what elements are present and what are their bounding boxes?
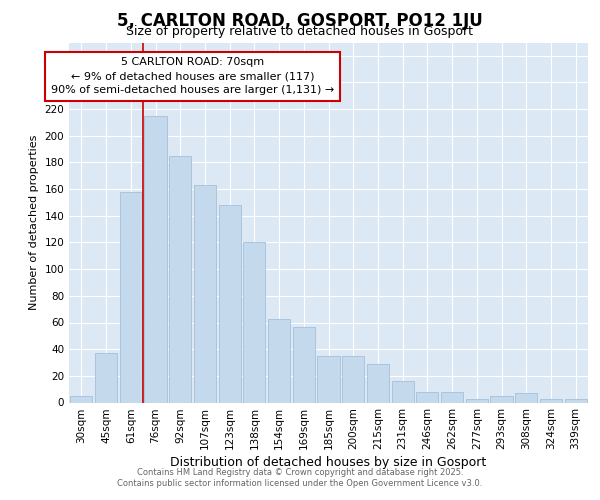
Bar [515, 393, 538, 402]
Bar [95, 353, 117, 403]
Y-axis label: Number of detached properties: Number of detached properties [29, 135, 39, 310]
Bar [416, 392, 439, 402]
Bar [145, 116, 167, 403]
Text: Size of property relative to detached houses in Gosport: Size of property relative to detached ho… [127, 25, 473, 38]
Bar [169, 156, 191, 402]
Text: 5 CARLTON ROAD: 70sqm
← 9% of detached houses are smaller (117)
90% of semi-deta: 5 CARLTON ROAD: 70sqm ← 9% of detached h… [51, 57, 334, 95]
Bar [119, 192, 142, 402]
Bar [293, 326, 315, 402]
Bar [466, 398, 488, 402]
X-axis label: Distribution of detached houses by size in Gosport: Distribution of detached houses by size … [170, 456, 487, 469]
Bar [392, 381, 414, 402]
Bar [70, 396, 92, 402]
Bar [540, 398, 562, 402]
Text: 5, CARLTON ROAD, GOSPORT, PO12 1JU: 5, CARLTON ROAD, GOSPORT, PO12 1JU [117, 12, 483, 30]
Bar [268, 318, 290, 402]
Text: Contains HM Land Registry data © Crown copyright and database right 2025.
Contai: Contains HM Land Registry data © Crown c… [118, 468, 482, 487]
Bar [565, 398, 587, 402]
Bar [342, 356, 364, 403]
Bar [317, 356, 340, 403]
Bar [194, 185, 216, 402]
Bar [218, 205, 241, 402]
Bar [367, 364, 389, 403]
Bar [441, 392, 463, 402]
Bar [243, 242, 265, 402]
Bar [490, 396, 512, 402]
